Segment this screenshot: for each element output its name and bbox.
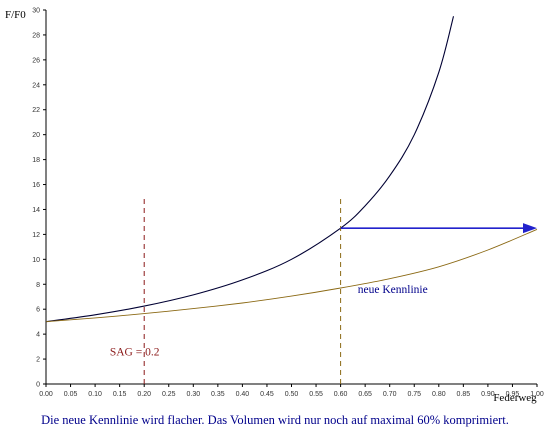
x-tick-label: 0.85 <box>457 391 471 398</box>
y-tick-label: 28 <box>32 32 40 39</box>
x-tick-label: 0.15 <box>113 391 127 398</box>
x-tick-label: 0.70 <box>383 391 397 398</box>
new-characteristic-curve <box>45 228 538 323</box>
y-axis-label: F/F0 <box>5 9 26 21</box>
x-axis-label: Federweg <box>493 392 537 404</box>
x-tick-label: 0.50 <box>285 391 299 398</box>
x-tick-label: 0.30 <box>186 391 200 398</box>
y-tick-label: 4 <box>36 332 40 339</box>
annotation-marks: neue Kennlinie SAG = 0.2 <box>110 197 537 384</box>
x-tick-label: 0.45 <box>260 391 274 398</box>
new-curve-annotation: neue Kennlinie <box>358 284 428 296</box>
x-tick-label: 0.60 <box>334 391 348 398</box>
y-tick-label: 30 <box>32 8 40 15</box>
shift-arrow-head <box>523 223 537 234</box>
axes <box>45 10 537 385</box>
x-tick-label: 0.10 <box>88 391 102 398</box>
x-tick-label: 0.95 <box>506 391 520 398</box>
y-tick-label: 8 <box>36 282 40 289</box>
y-tick-label: 6 <box>36 307 40 314</box>
original-characteristic-curve <box>45 16 455 323</box>
y-tick-label: 26 <box>32 57 40 64</box>
x-tick-label: 0.05 <box>64 391 78 398</box>
x-tick-label: 0.65 <box>358 391 372 398</box>
x-tick-label: 0.75 <box>407 391 421 398</box>
x-tick-label: 1.00 <box>530 391 544 398</box>
y-tick-label: 12 <box>32 232 40 239</box>
y-tick-label: 18 <box>32 157 40 164</box>
y-tick-label: 2 <box>36 357 40 364</box>
y-tick-label: 16 <box>32 182 40 189</box>
y-tick-label: 14 <box>32 207 40 214</box>
y-tick-label: 10 <box>32 257 40 264</box>
y-tick-label: 24 <box>32 82 40 89</box>
y-tick-label: 22 <box>32 107 40 114</box>
x-tick-label: 0.90 <box>481 391 495 398</box>
x-tick-label: 0.00 <box>39 391 53 398</box>
y-tick-label: 20 <box>32 132 40 139</box>
x-tick-label: 0.20 <box>137 391 151 398</box>
figure-caption: Die neue Kennlinie wird flacher. Das Vol… <box>41 413 509 427</box>
x-tick-label: 0.35 <box>211 391 225 398</box>
x-tick-label: 0.55 <box>309 391 323 398</box>
x-tick-label: 0.25 <box>162 391 176 398</box>
y-tick-label: 0 <box>36 382 40 389</box>
x-tick-label: 0.80 <box>432 391 446 398</box>
x-tick-label: 0.40 <box>236 391 250 398</box>
series-lines <box>45 16 538 323</box>
sag-annotation: SAG = 0.2 <box>110 346 160 358</box>
